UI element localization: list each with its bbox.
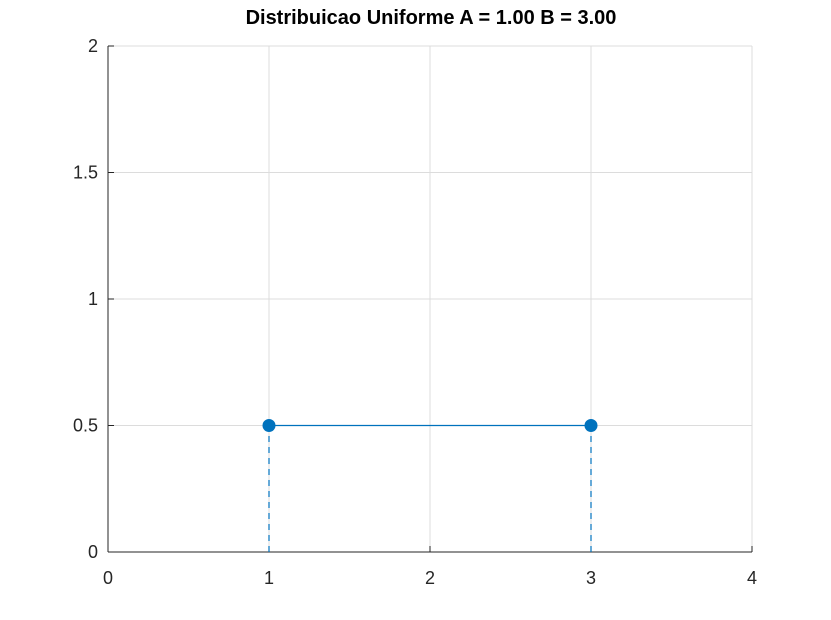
chart-title: Distribuicao Uniforme A = 1.00 B = 3.00: [246, 7, 617, 29]
data-point-0-0: [262, 419, 276, 432]
x-tick-label-3: 3: [586, 568, 596, 588]
ticks: 0 1 2 3 4 0 0.5 1 1.5 2: [73, 36, 757, 588]
grid: [107, 45, 753, 553]
y-tick-label-4: 2: [88, 36, 98, 56]
x-tick-label-0: 0: [103, 568, 113, 588]
y-tick-label-1: 0.5: [73, 416, 98, 436]
x-tick-label-4: 4: [747, 568, 757, 588]
y-tick-label-2: 1: [88, 289, 98, 309]
marks: [262, 419, 598, 552]
data-point-0-1: [584, 419, 598, 432]
x-tick-label-1: 1: [264, 568, 274, 588]
y-tick-label-3: 1.5: [73, 163, 98, 183]
y-tick-label-0: 0: [88, 542, 98, 562]
x-tick-label-2: 2: [425, 568, 435, 588]
